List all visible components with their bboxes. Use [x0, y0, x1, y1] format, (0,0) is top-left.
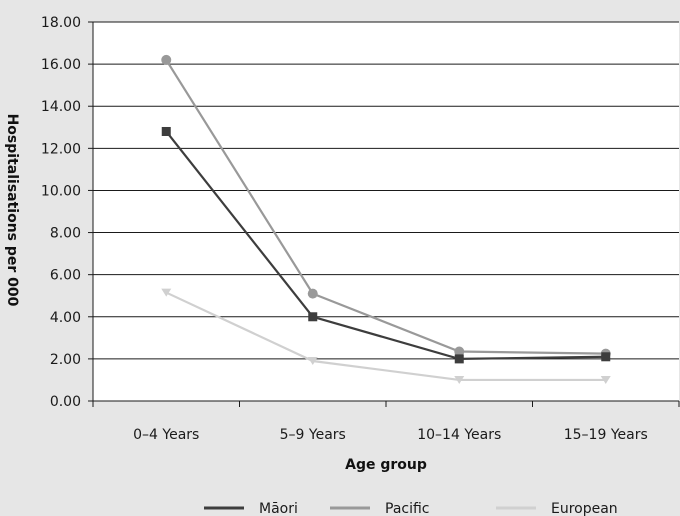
- data-point: [454, 354, 464, 364]
- y-axis-title: Hospitalisations per 000: [4, 114, 20, 307]
- y-tick-label: 18.00: [41, 15, 81, 31]
- y-tick-label: 0.00: [50, 394, 81, 410]
- legend-label: Māori: [259, 501, 298, 516]
- y-tick-label: 10.00: [41, 183, 81, 199]
- data-point: [307, 356, 318, 365]
- series-european: [161, 288, 611, 384]
- legend-label: Pacific: [385, 501, 430, 516]
- legend-item: Pacific: [330, 501, 430, 516]
- y-axis-tick-labels: 0.00 2.00 4.00 6.00 8.00 10.00 12.00 14.00 16.00…: [41, 15, 81, 410]
- x-tick-label: 0–4 Years: [133, 427, 199, 443]
- data-point: [454, 346, 465, 357]
- x-tick-label: 10–14 Years: [417, 427, 501, 443]
- series-pacific: [161, 54, 611, 359]
- x-axis-title: Age group: [345, 457, 427, 473]
- y-tick-label: 14.00: [41, 99, 81, 115]
- plot-area: [93, 22, 679, 401]
- legend-item: Māori: [204, 501, 298, 516]
- legend-item: European: [496, 501, 618, 516]
- data-point: [161, 126, 171, 136]
- series-line: [165, 291, 606, 382]
- y-tick-label: 8.00: [50, 226, 81, 242]
- data-point: [308, 312, 318, 322]
- series-lines: [161, 54, 611, 384]
- data-point: [600, 375, 611, 384]
- y-tick-label: 16.00: [41, 57, 81, 73]
- data-point: [161, 288, 172, 297]
- data-point: [454, 375, 465, 384]
- y-tick-label: 2.00: [50, 352, 81, 368]
- data-point: [161, 54, 172, 65]
- series-line: [165, 130, 606, 360]
- y-tick-label: 12.00: [41, 141, 81, 157]
- y-tick-label: 6.00: [50, 268, 81, 284]
- series-line: [165, 59, 606, 355]
- gridlines: [93, 21, 679, 360]
- axes: [88, 21, 680, 407]
- x-tick-label: 15–19 Years: [564, 427, 648, 443]
- legend: Māori Pacific European: [204, 501, 618, 516]
- x-tick-label: 5–9 Years: [280, 427, 346, 443]
- legend-label: European: [551, 501, 618, 516]
- x-axis-tick-labels: 0–4 Years 5–9 Years 10–14 Years 15–19 Years: [133, 427, 648, 443]
- series-m-ori: [161, 126, 611, 364]
- data-point: [601, 352, 611, 362]
- data-point: [307, 288, 318, 299]
- y-tick-label: 4.00: [50, 310, 81, 326]
